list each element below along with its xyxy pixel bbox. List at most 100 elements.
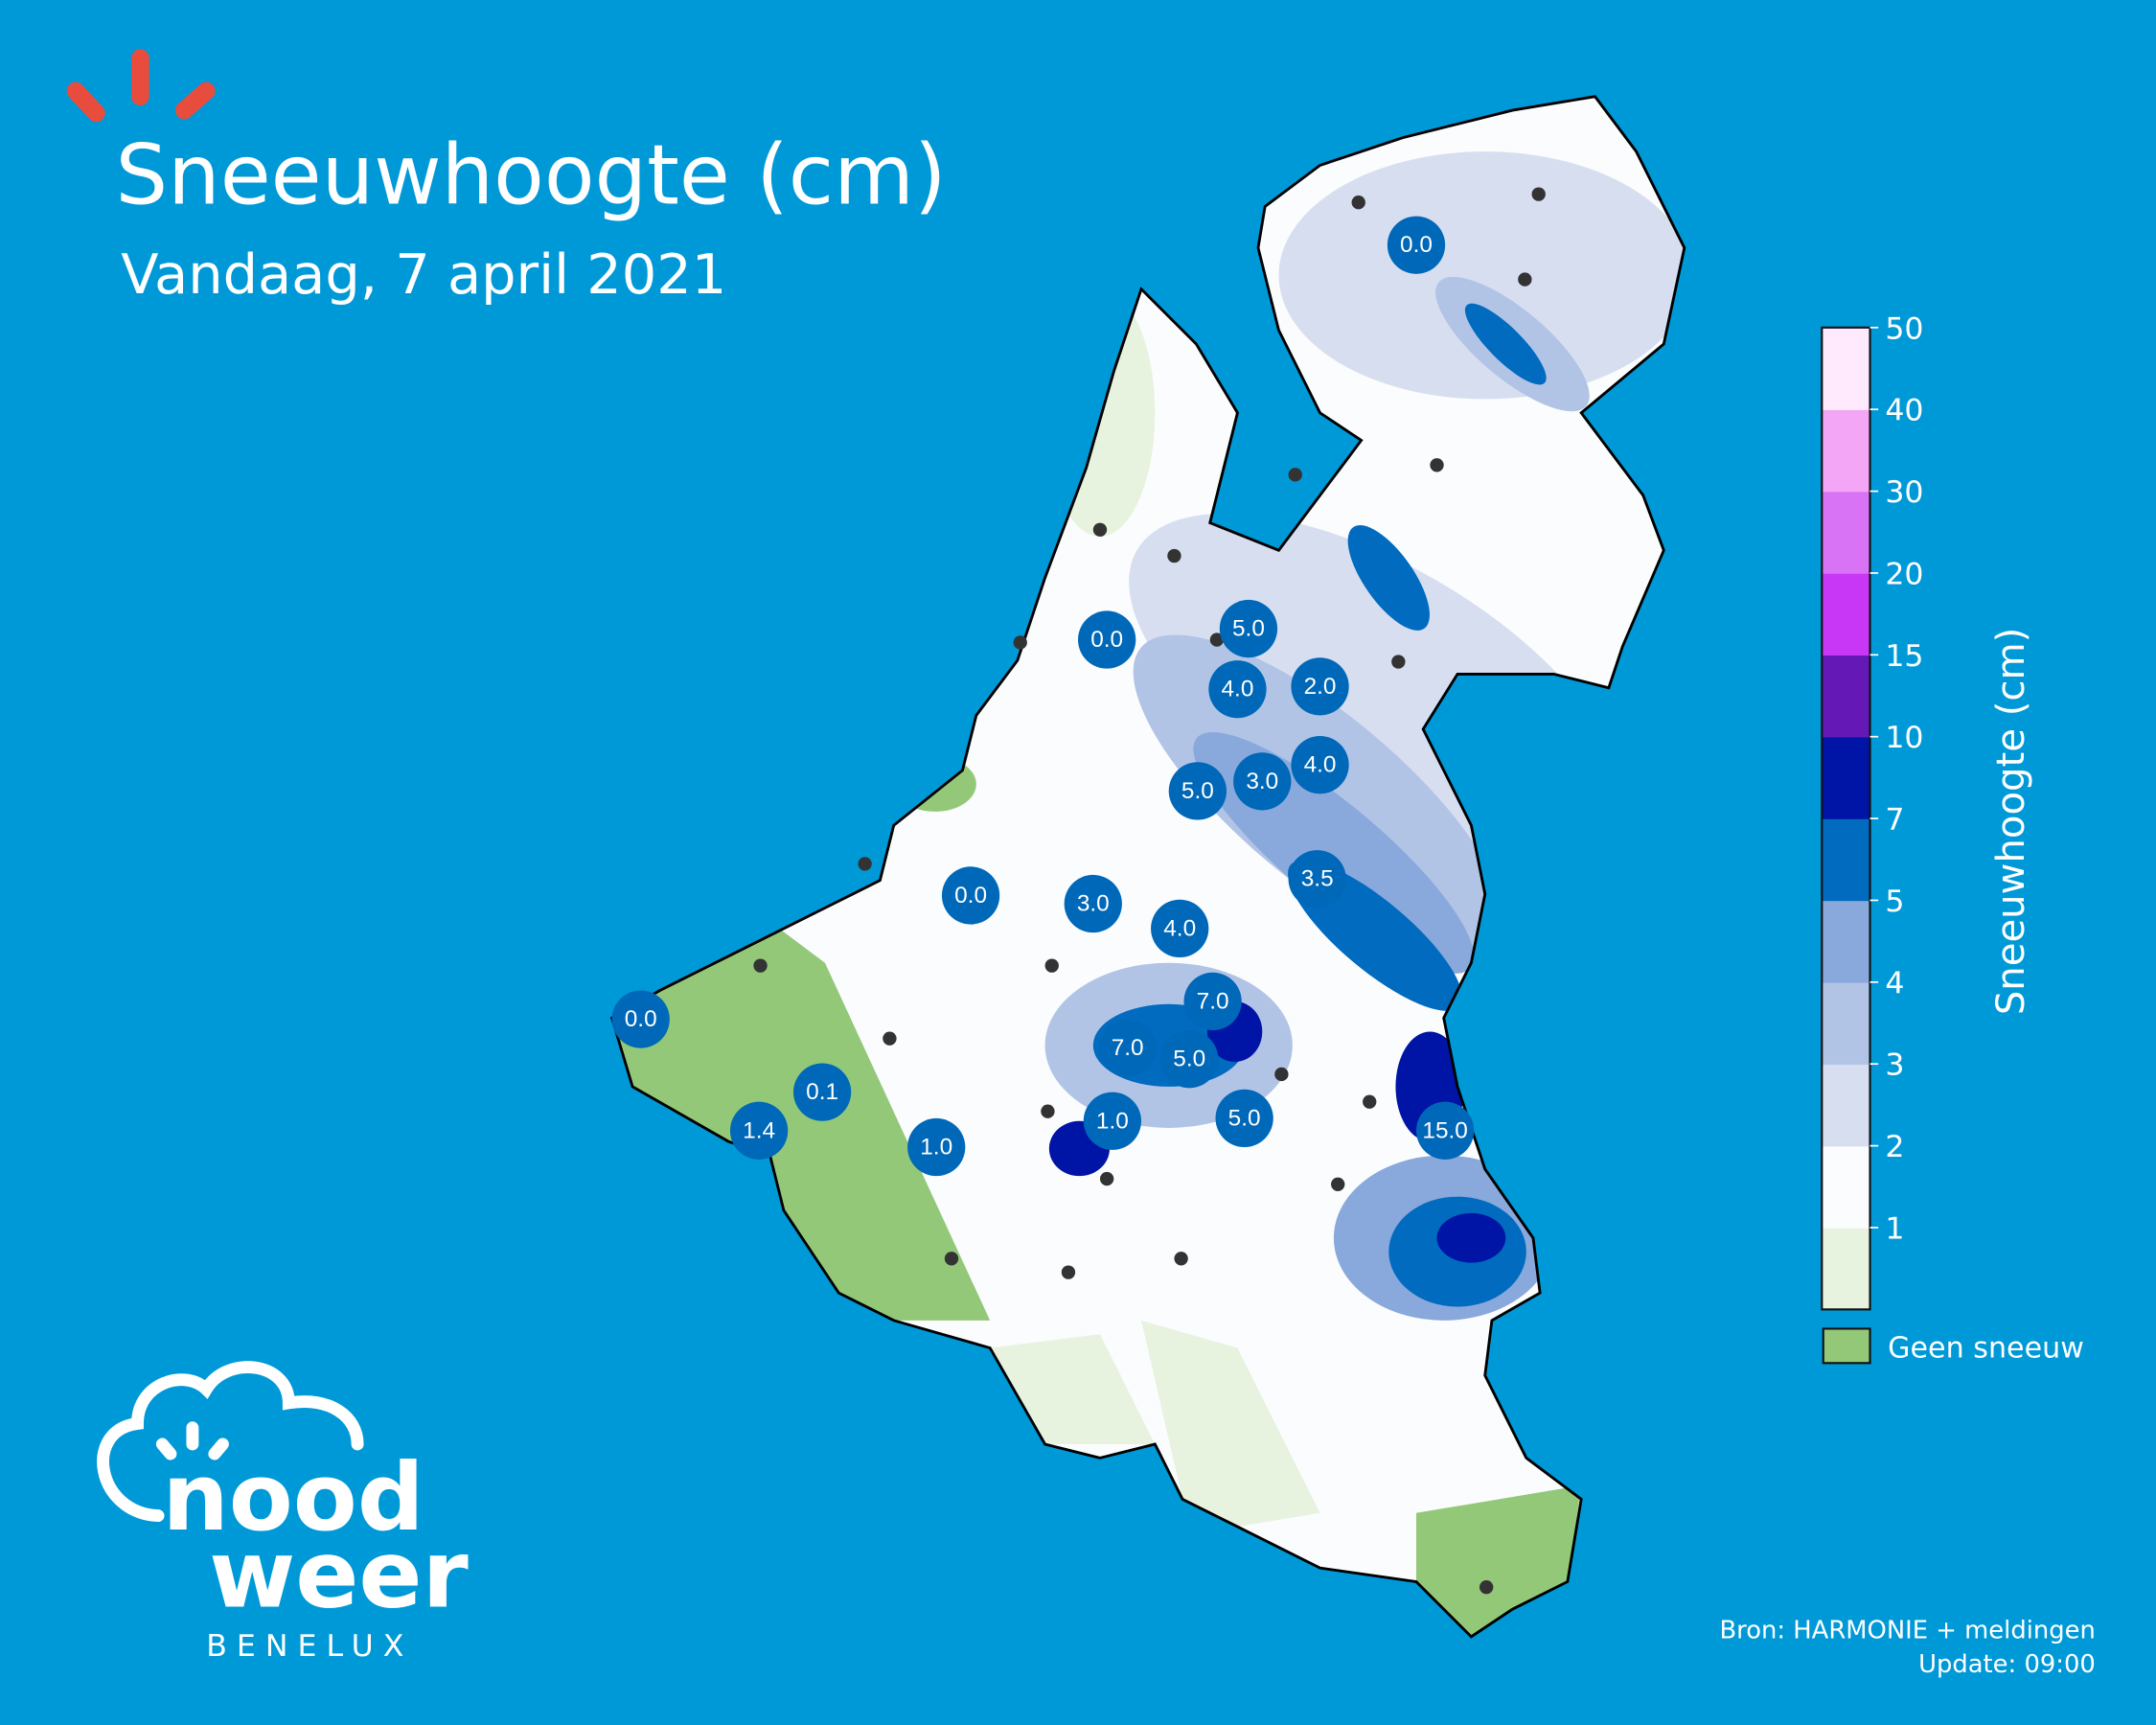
source-text: Bron: HARMONIE + meldingen [1719,1616,2095,1644]
observation-value: 7.0 [1112,1035,1144,1061]
observation-label[interactable]: 7.0 [1098,1019,1157,1077]
colorbar-tick-label: 7 [1885,803,1904,838]
observation-value: 0.0 [954,883,987,908]
observation-value: 3.0 [1077,891,1110,917]
observation-label[interactable]: 5.0 [1160,1030,1219,1089]
colorbar-bin [1822,491,1870,574]
observation-value: 3.5 [1301,866,1334,892]
observation-value: 7.0 [1197,988,1229,1014]
colorbar-tick-label: 40 [1885,394,1923,428]
colorbar-bin [1822,981,1870,1065]
observation-value: 0.0 [625,1006,657,1032]
city-marker [1167,548,1181,564]
colorbar-bin [1822,1145,1870,1229]
city-marker [1061,1265,1076,1279]
observation-label[interactable]: 0.0 [941,866,1000,925]
city-marker [1479,1580,1494,1595]
city-marker [1041,1104,1055,1118]
city-marker [1092,522,1108,537]
city-marker [1288,468,1302,482]
sun-rays-icon [66,49,216,123]
observation-value: 1.0 [1096,1108,1129,1134]
observation-value: 3.0 [1246,769,1278,794]
observation-label[interactable]: 4.0 [1208,660,1267,719]
city-marker [1099,1171,1114,1186]
observation-label[interactable]: 1.0 [907,1117,966,1177]
observation-label[interactable]: 15.0 [1415,1101,1475,1160]
observation-label[interactable]: 5.0 [1168,762,1227,820]
city-markers [753,187,1546,1595]
observation-label[interactable]: 3.5 [1288,850,1346,908]
page-title: Sneeuwhoogte (cm) [116,128,947,224]
city-marker [1331,1177,1345,1191]
colorbar-bin [1822,1227,1870,1311]
logo-text-nood: nood [162,1443,424,1552]
city-marker [753,958,768,973]
no-snow-swatch [1822,1327,1871,1365]
observation-label[interactable]: 4.0 [1151,899,1209,958]
colorbar-legend: 1 2 3 4 5 7 10 15 20 30 40 50 Sneeuwhoogte (cm) Gee… [1821,311,2084,1366]
colorbar-tick-label: 50 [1885,311,1923,346]
no-snow-label: Geen sneeuw [1888,1332,2084,1366]
observation-label[interactable]: 5.0 [1219,599,1278,658]
city-marker [1174,1252,1188,1266]
observation-value: 4.0 [1163,915,1196,941]
observation-value: 15.0 [1422,1117,1467,1143]
observation-value: 5.0 [1228,1105,1261,1131]
observation-label[interactable]: 0.0 [1387,216,1446,274]
observation-value: 4.0 [1222,677,1254,702]
colorbar-tick-label: 2 [1885,1130,1904,1164]
city-marker [1363,1094,1377,1109]
logo-text-benelux: BENELUX [206,1629,413,1664]
colorbar-axis-label: Sneeuwhoogte (cm) [1989,628,2033,1015]
colorbar-bin [1822,572,1870,656]
city-marker [1351,196,1365,210]
colorbar-tick-label: 10 [1885,721,1923,755]
observation-label[interactable]: 1.4 [729,1101,789,1160]
colorbar-tick-label: 20 [1885,557,1923,591]
logo-text-weer: weer [209,1520,469,1629]
observation-label[interactable]: 0.1 [792,1063,852,1121]
observation-label[interactable]: 3.0 [1064,874,1122,933]
colorbar-tick-label: 5 [1885,885,1904,919]
colorbar-tick-label: 4 [1885,966,1904,1000]
city-marker [858,857,872,871]
observation-label[interactable]: 5.0 [1215,1089,1273,1148]
update-text: Update: 09:00 [1918,1650,2096,1679]
colorbar-tick-label: 30 [1885,475,1923,510]
city-marker [1391,655,1406,669]
page-subtitle: Vandaag, 7 april 2021 [121,242,726,307]
city-marker [944,1252,959,1266]
observation-label[interactable]: 1.0 [1083,1092,1142,1150]
city-marker [1209,632,1225,647]
observation-label[interactable]: 0.0 [1078,610,1136,669]
colorbar-bin [1822,900,1870,983]
observation-label[interactable]: 7.0 [1183,972,1242,1031]
city-marker [1044,958,1059,973]
city-marker [1430,458,1444,472]
city-marker [1531,187,1546,201]
city-marker [1518,272,1532,287]
colorbar-tick-label: 15 [1885,639,1923,674]
colorbar-tick-label: 1 [1885,1211,1904,1246]
observation-value: 1.0 [920,1135,952,1161]
observation-value: 1.4 [743,1117,775,1143]
colorbar-bin [1822,655,1870,738]
observation-value: 4.0 [1304,752,1337,778]
observation-label[interactable]: 4.0 [1291,735,1349,794]
city-marker [883,1031,897,1046]
observation-label[interactable]: 2.0 [1291,657,1349,716]
observation-label[interactable]: 3.0 [1233,752,1292,811]
colorbar-bin [1822,818,1870,902]
observation-value: 5.0 [1181,778,1214,804]
observation-value: 0.1 [806,1079,838,1105]
colorbar-bin [1822,1064,1870,1147]
benelux-map[interactable]: 0.0 0.0 5.0 4.0 2.0 4.0 3.0 5.0 3.5 0.0 3.0 4.0 7.0 7… [610,95,1691,1639]
observation-value: 0.0 [1400,232,1433,258]
observation-value: 2.0 [1304,674,1337,700]
colorbar-bin [1822,327,1870,410]
observation-label[interactable]: 0.0 [611,990,670,1048]
observation-value: 5.0 [1232,616,1265,642]
colorbar-bin [1822,736,1870,819]
